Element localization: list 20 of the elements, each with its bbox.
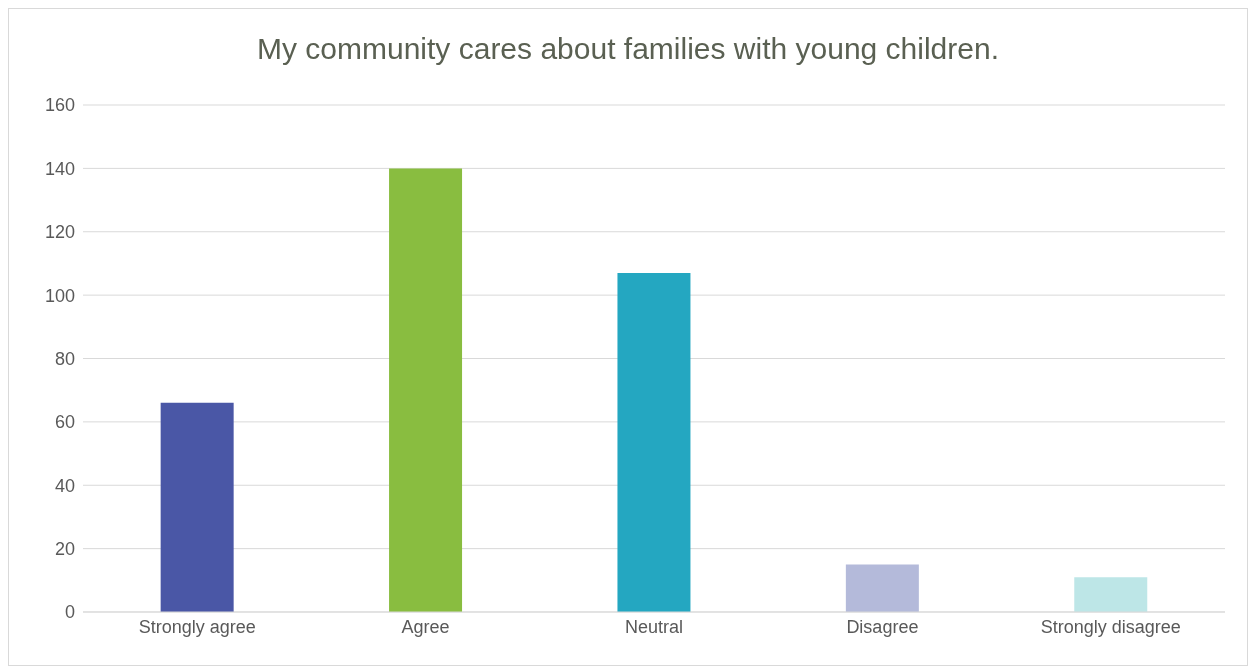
x-tick-label: Neutral bbox=[624, 616, 684, 637]
y-tick-label: 40 bbox=[54, 475, 75, 496]
bar bbox=[617, 272, 691, 612]
x-tick-label: Disagree bbox=[846, 616, 919, 637]
y-tick-label: 100 bbox=[44, 285, 75, 306]
x-tick-label: Agree bbox=[401, 616, 450, 637]
y-tick-label: 0 bbox=[64, 602, 75, 623]
y-tick-label: 160 bbox=[44, 95, 75, 116]
bar bbox=[160, 402, 234, 612]
bar bbox=[1074, 577, 1148, 612]
y-tick-label: 60 bbox=[54, 412, 75, 433]
y-tick-label: 20 bbox=[54, 539, 75, 560]
x-tick-label: Strongly agree bbox=[138, 616, 256, 637]
bar bbox=[389, 168, 463, 612]
bar bbox=[845, 564, 919, 612]
chart-title: My community cares about families with young children. bbox=[256, 30, 1000, 67]
y-tick-label: 120 bbox=[44, 222, 75, 243]
x-tick-label: Strongly disagree bbox=[1040, 616, 1181, 637]
y-tick-label: 80 bbox=[54, 348, 75, 369]
y-tick-label: 140 bbox=[44, 158, 75, 179]
